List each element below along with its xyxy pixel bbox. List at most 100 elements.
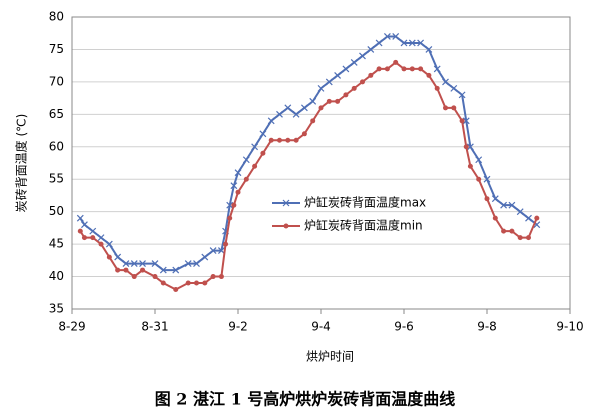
marker	[89, 227, 97, 235]
marker	[492, 215, 498, 221]
marker	[442, 78, 449, 86]
x-tick-label: 8-29	[58, 320, 85, 334]
marker	[114, 253, 122, 261]
marker	[77, 228, 83, 234]
marker	[534, 215, 540, 221]
x-tick-label: 9-10	[556, 320, 583, 334]
marker	[106, 254, 112, 260]
marker	[252, 163, 258, 169]
marker	[115, 267, 121, 273]
marker	[417, 39, 425, 47]
marker	[227, 215, 233, 221]
chart-title: 图 2 湛江 1 号高炉烘炉炭砖背面温度曲线	[155, 390, 456, 409]
marker	[476, 176, 482, 182]
marker	[231, 202, 237, 208]
marker	[193, 260, 200, 268]
marker	[81, 235, 87, 241]
marker	[131, 274, 137, 280]
marker	[433, 65, 441, 73]
marker	[310, 118, 316, 124]
plot-frame	[71, 16, 571, 310]
marker	[443, 105, 448, 111]
marker	[309, 97, 317, 105]
marker	[284, 104, 292, 112]
marker	[467, 163, 473, 169]
legend-marker	[283, 223, 289, 229]
marker	[359, 52, 366, 60]
marker	[260, 150, 266, 156]
marker	[185, 280, 191, 286]
legend-marker	[282, 199, 290, 207]
marker	[276, 110, 283, 118]
y-tick-label: 65	[49, 107, 64, 121]
marker	[140, 267, 146, 273]
marker	[484, 196, 490, 202]
y-axis-label: 炭砖背面温度 (℃)	[14, 114, 29, 213]
marker	[462, 117, 470, 125]
marker	[122, 260, 130, 268]
marker	[450, 84, 458, 92]
x-tick-label: 8-31	[141, 320, 168, 334]
marker	[501, 228, 507, 234]
marker	[418, 66, 424, 72]
marker	[301, 131, 307, 137]
marker	[426, 72, 432, 78]
marker	[234, 169, 242, 177]
marker	[360, 79, 365, 85]
marker	[139, 260, 146, 268]
series-line	[79, 35, 538, 272]
marker	[466, 143, 474, 151]
marker	[184, 260, 192, 268]
marker	[173, 287, 179, 293]
marker	[343, 92, 349, 98]
marker	[409, 66, 415, 72]
marker	[293, 137, 299, 143]
marker	[194, 280, 199, 286]
marker	[123, 267, 129, 273]
marker	[393, 59, 399, 65]
marker	[251, 143, 259, 151]
legend-label: 炉缸炭砖背面温度max	[304, 195, 426, 210]
marker	[318, 105, 324, 111]
marker	[105, 240, 113, 248]
marker	[210, 274, 216, 280]
marker	[209, 247, 217, 255]
marker	[500, 201, 508, 209]
x-tick-label: 9-6	[394, 320, 414, 334]
marker	[384, 66, 390, 72]
marker	[392, 33, 400, 40]
marker	[242, 156, 250, 164]
y-tick-label: 75	[49, 42, 64, 56]
marker	[525, 214, 532, 222]
marker	[368, 72, 374, 78]
series-line	[79, 61, 538, 291]
marker	[334, 71, 342, 79]
marker	[235, 189, 241, 195]
marker	[90, 235, 96, 241]
marker	[218, 274, 224, 280]
x-tick-label: 9-4	[311, 320, 331, 334]
marker	[517, 235, 523, 241]
y-tick-label: 35	[49, 302, 64, 316]
marker	[268, 137, 274, 143]
marker	[159, 266, 167, 274]
marker	[375, 39, 383, 47]
y-tick-label: 55	[49, 172, 64, 186]
marker	[508, 201, 516, 209]
marker	[76, 214, 84, 222]
marker	[400, 39, 408, 47]
marker	[516, 208, 524, 216]
marker	[491, 195, 499, 203]
marker	[367, 46, 375, 53]
marker	[151, 260, 159, 268]
marker	[350, 58, 358, 66]
legend-label: 炉缸炭砖背面温度min	[304, 218, 423, 233]
marker	[201, 253, 209, 261]
marker	[152, 274, 158, 280]
marker	[335, 98, 341, 104]
marker	[81, 221, 88, 229]
marker	[98, 241, 104, 247]
marker	[230, 182, 238, 190]
marker	[459, 118, 465, 124]
